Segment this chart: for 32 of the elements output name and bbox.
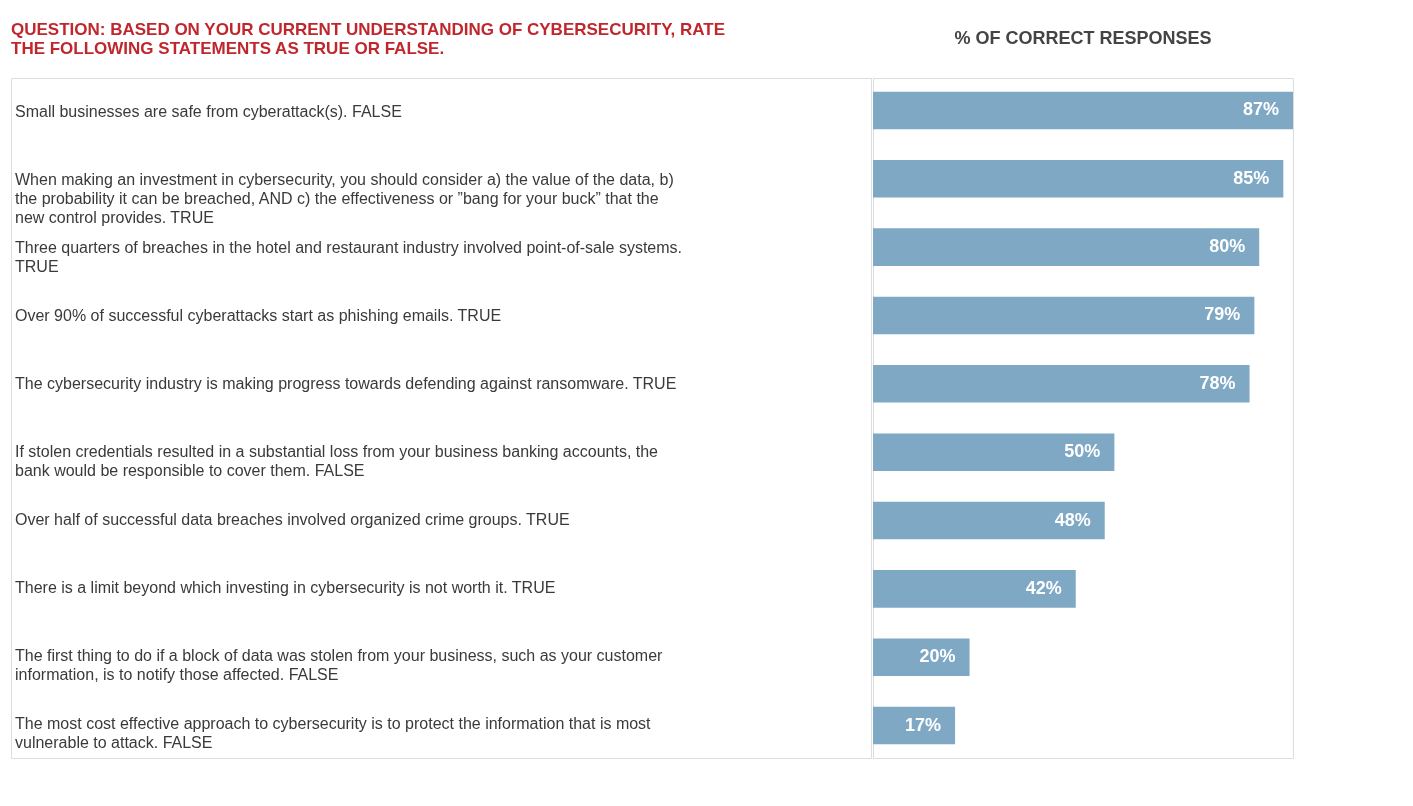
- data-label: 78%: [1199, 372, 1236, 393]
- y-axis-title: QUESTION: BASED ON YOUR CURRENT UNDERSTANDING OF CYBERSECURITY, RATE THE FOLLOWING STATEMENTS AS TRUE OR FALSE.: [11, 20, 726, 58]
- data-label: 79%: [1204, 304, 1241, 325]
- data-label: 48%: [1054, 509, 1091, 530]
- y-tick-label: The cybersecurity industry is making progress towards defending against ransomware. TRUE: [15, 375, 677, 392]
- y-tick-label: Over half of successful data breaches involved organized crime groups. TRUE: [15, 511, 570, 528]
- bar: [873, 91, 1293, 130]
- y-tick-label: There is a limit beyond which investing in cybersecurity is not worth it. TRUE: [15, 579, 556, 596]
- y-tick-label: The most cost effective approach to cybersecurity is to protect the information that is most vulnerable to attack. FALSE: [15, 715, 652, 751]
- y-tick-label: If stolen credentials resulted in a substantial loss from your business banking accounts, the bank would be responsible to cover them. FALSE: [15, 443, 659, 479]
- y-tick-label: Small businesses are safe from cyberattack(s). FALSE: [15, 103, 402, 120]
- bar: [873, 570, 1076, 608]
- bar: [873, 433, 1115, 471]
- y-tick-label: Over 90% of successful cyberattacks start as phishing emails. TRUE: [15, 307, 502, 324]
- data-label: 17%: [905, 714, 942, 735]
- data-label: 42%: [1025, 577, 1062, 598]
- data-label: 85%: [1233, 167, 1270, 188]
- data-label: 80%: [1209, 236, 1246, 257]
- y-tick-label: When making an investment in cybersecurity, you should consider a) the value of the data, b) the probability it can be breached, AND c) the effectiveness or ”bang for your buck” that the new control provides. TRUE: [15, 171, 674, 226]
- bar: [873, 296, 1255, 335]
- data-label: 50%: [1064, 441, 1101, 462]
- bar: [873, 638, 970, 676]
- bar: [873, 706, 956, 745]
- x-axis-title: % OF CORRECT RESPONSES: [954, 28, 1212, 48]
- y-tick-label: Three quarters of breaches in the hotel and restaurant industry involved point-of-sale systems. TRUE: [15, 239, 683, 275]
- bar: [873, 228, 1260, 266]
- data-label: 20%: [919, 646, 956, 667]
- bar: [873, 160, 1284, 198]
- bar: [873, 365, 1250, 403]
- bar: [873, 501, 1105, 540]
- y-tick-label: The first thing to do if a block of data was stolen from your business, such as your customer information, is to notify those affected. FALSE: [15, 647, 664, 683]
- data-label: 87%: [1242, 99, 1279, 120]
